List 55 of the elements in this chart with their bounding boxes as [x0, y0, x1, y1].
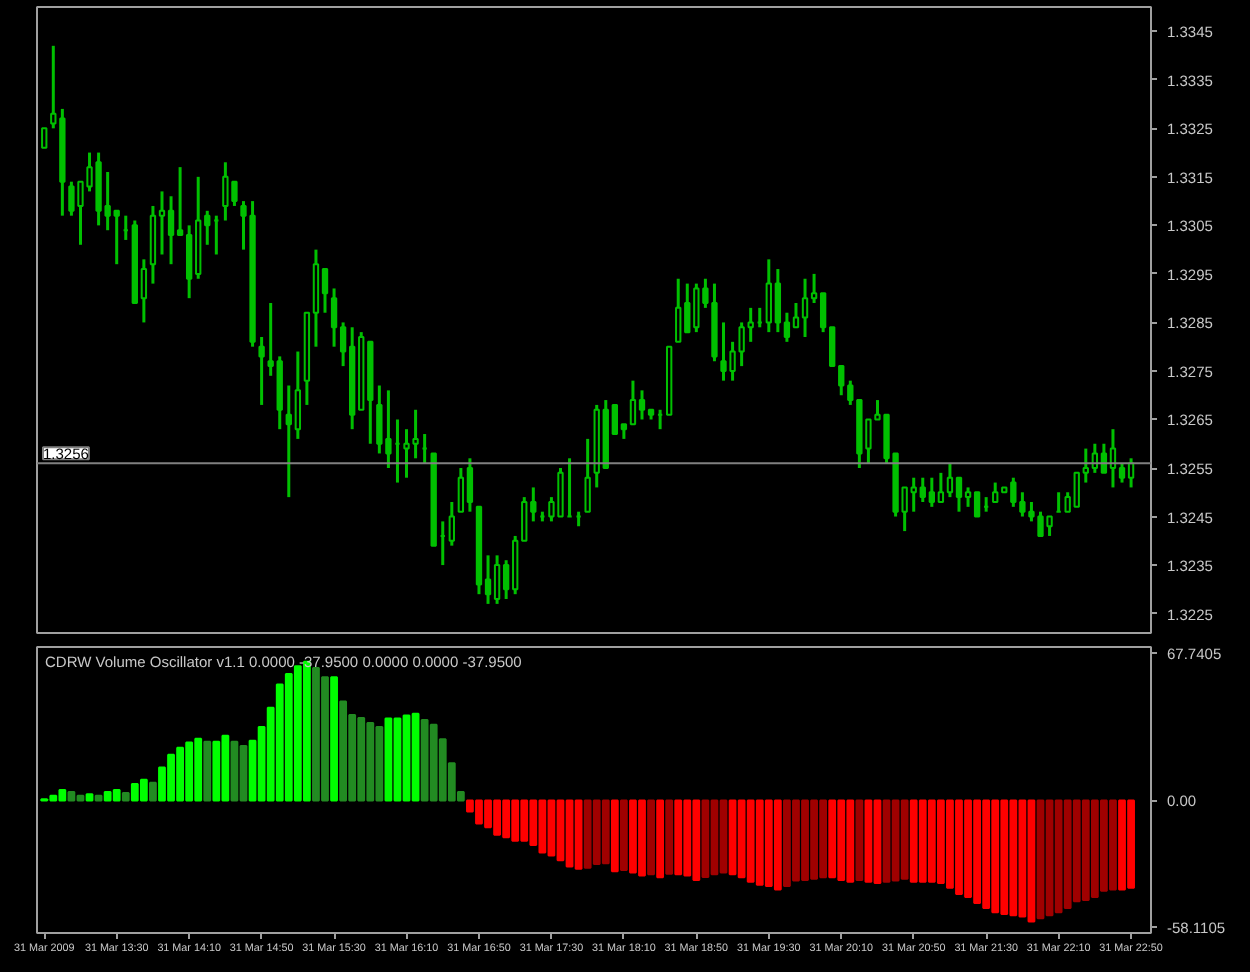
candlestick — [675, 277, 682, 344]
candlestick — [448, 500, 455, 548]
bar — [85, 793, 94, 802]
bar — [112, 789, 121, 802]
candlestick — [584, 437, 591, 514]
bar — [710, 799, 719, 876]
bar — [647, 799, 655, 876]
bar — [330, 676, 338, 802]
bar — [230, 740, 239, 802]
bar — [203, 740, 212, 802]
bar — [121, 792, 130, 802]
candlestick — [493, 553, 501, 606]
candlestick — [41, 127, 48, 149]
bar — [719, 799, 728, 874]
bar — [556, 799, 565, 862]
bar — [212, 740, 221, 802]
bar — [873, 799, 882, 884]
candlestick — [330, 286, 338, 349]
bar — [882, 799, 891, 883]
candlestick — [992, 481, 999, 504]
bar — [67, 790, 76, 802]
candlestick — [294, 350, 302, 441]
candlestick — [973, 491, 981, 518]
bar — [574, 799, 583, 870]
bar — [900, 799, 909, 880]
candlestick — [457, 466, 465, 514]
bar — [1036, 799, 1045, 920]
bar — [864, 799, 873, 883]
bar — [674, 799, 683, 876]
candlestick — [801, 277, 809, 339]
candlestick — [258, 335, 265, 407]
candlestick — [321, 267, 329, 315]
candlestick — [937, 471, 945, 504]
candlestick — [167, 194, 175, 266]
bar — [773, 799, 782, 891]
bar — [149, 781, 157, 802]
bar — [701, 799, 710, 878]
bar — [610, 799, 619, 873]
candlestick — [466, 456, 474, 514]
candlestick — [946, 461, 954, 499]
bar — [619, 799, 628, 872]
bar — [239, 745, 248, 802]
bar — [665, 799, 674, 875]
candlestick — [185, 223, 193, 300]
bar — [601, 799, 610, 865]
bar — [139, 778, 148, 802]
bar — [828, 799, 837, 879]
candlestick — [629, 379, 637, 426]
candlestick — [955, 476, 963, 514]
bar — [411, 712, 420, 802]
bar — [656, 799, 665, 879]
candlestick — [638, 388, 646, 421]
bar — [855, 799, 864, 881]
bar — [339, 700, 348, 802]
candlestick — [774, 267, 782, 334]
